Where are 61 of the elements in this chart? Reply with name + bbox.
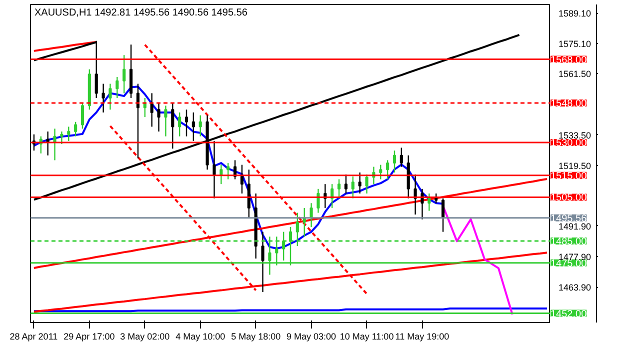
y-tick-label: 1519.50	[558, 160, 592, 171]
candlestick	[428, 192, 431, 212]
line-series	[32, 40, 98, 52]
candlestick	[240, 164, 244, 194]
candlestick	[108, 83, 112, 110]
y-tick-label: 1533.50	[558, 130, 592, 140]
candlestick	[337, 178, 341, 199]
candlestick	[434, 192, 438, 204]
candlestick	[379, 164, 382, 180]
candlestick	[392, 150, 396, 174]
y-tick-label: 1463.90	[558, 282, 592, 293]
ref-line-label: 1505.00	[550, 192, 588, 204]
ref-line-label: 1452.00	[550, 308, 588, 320]
y-tick-label: 1589.10	[558, 8, 592, 19]
x-tick-label: 10 May 11:00	[340, 332, 394, 342]
candlestick	[351, 176, 354, 199]
ref-line-label: 1495.56	[550, 213, 588, 224]
candlestick	[53, 128, 56, 161]
x-tick-label: 9 May 03:00	[286, 332, 336, 342]
candlestick	[74, 121, 78, 137]
x-tick-label: 3 May 02:00	[120, 332, 170, 342]
candlestick	[67, 126, 70, 142]
candlestick	[164, 105, 168, 137]
candlestick	[386, 160, 390, 180]
ref-line-label: 1548.00	[550, 98, 588, 110]
candlestick	[157, 102, 160, 132]
ref-line-label: 1515.00	[550, 170, 588, 182]
ref-line-label: 1568.00	[550, 54, 588, 66]
candlestick	[400, 147, 403, 168]
candlestick	[316, 188, 320, 214]
x-tick-label: 29 Apr 17:00	[64, 332, 115, 342]
candlestick	[122, 54, 126, 94]
candlestick	[365, 174, 368, 194]
x-tick-label: 11 May 19:00	[395, 332, 450, 342]
candlestick	[60, 130, 64, 145]
candlestick	[247, 169, 250, 219]
x-tick-label: 4 May 10:00	[176, 332, 226, 342]
candlestick	[261, 231, 264, 293]
candlestick	[129, 44, 133, 99]
line-series	[32, 34, 520, 201]
candlestick	[441, 198, 445, 232]
candlestick	[420, 188, 424, 220]
candlestick	[80, 102, 84, 130]
y-tick-label: 1561.50	[558, 68, 592, 79]
candlestick	[102, 83, 105, 114]
candlestick	[192, 112, 195, 142]
candlestick	[344, 174, 348, 194]
candlestick	[178, 112, 182, 137]
chart-title: XAUUSD,H1 1492.81 1495.56 1490.56 1495.56	[34, 8, 248, 18]
candlestick	[116, 76, 119, 99]
ref-line-label: 1485.00	[550, 236, 588, 248]
candlestick	[198, 114, 202, 137]
x-tick-label: 28 Apr 2011	[10, 332, 58, 342]
candlestick	[358, 172, 362, 194]
candlestick	[226, 162, 230, 180]
y-tick-label: 1575.10	[558, 39, 592, 50]
x-tick-label: 5 May 18:00	[231, 332, 281, 342]
candlestick	[220, 164, 223, 185]
ref-line-label: 1530.00	[550, 138, 588, 149]
candlestick	[171, 102, 174, 150]
candlestick	[184, 109, 188, 137]
